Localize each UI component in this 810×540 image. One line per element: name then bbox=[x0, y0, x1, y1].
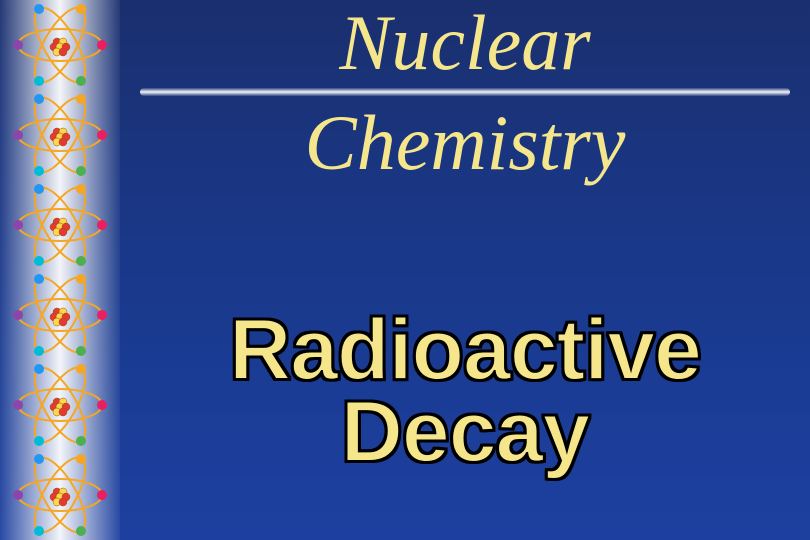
atom-icon bbox=[10, 0, 110, 90]
atom-icon bbox=[10, 360, 110, 450]
title-line2: Chemistry bbox=[140, 98, 790, 182]
subtitle-block: Radioactive Decay bbox=[140, 310, 790, 473]
atom-icon bbox=[10, 180, 110, 270]
atom-icon bbox=[10, 270, 110, 360]
title-line1: Nuclear bbox=[140, 0, 790, 82]
atom-icon bbox=[10, 90, 110, 180]
atom-icon bbox=[10, 450, 110, 540]
subtitle-line1: Radioactive bbox=[140, 310, 790, 392]
title-block: Nuclear Chemistry bbox=[140, 0, 790, 182]
subtitle-line2: Decay bbox=[140, 392, 790, 474]
title-divider bbox=[140, 88, 790, 96]
